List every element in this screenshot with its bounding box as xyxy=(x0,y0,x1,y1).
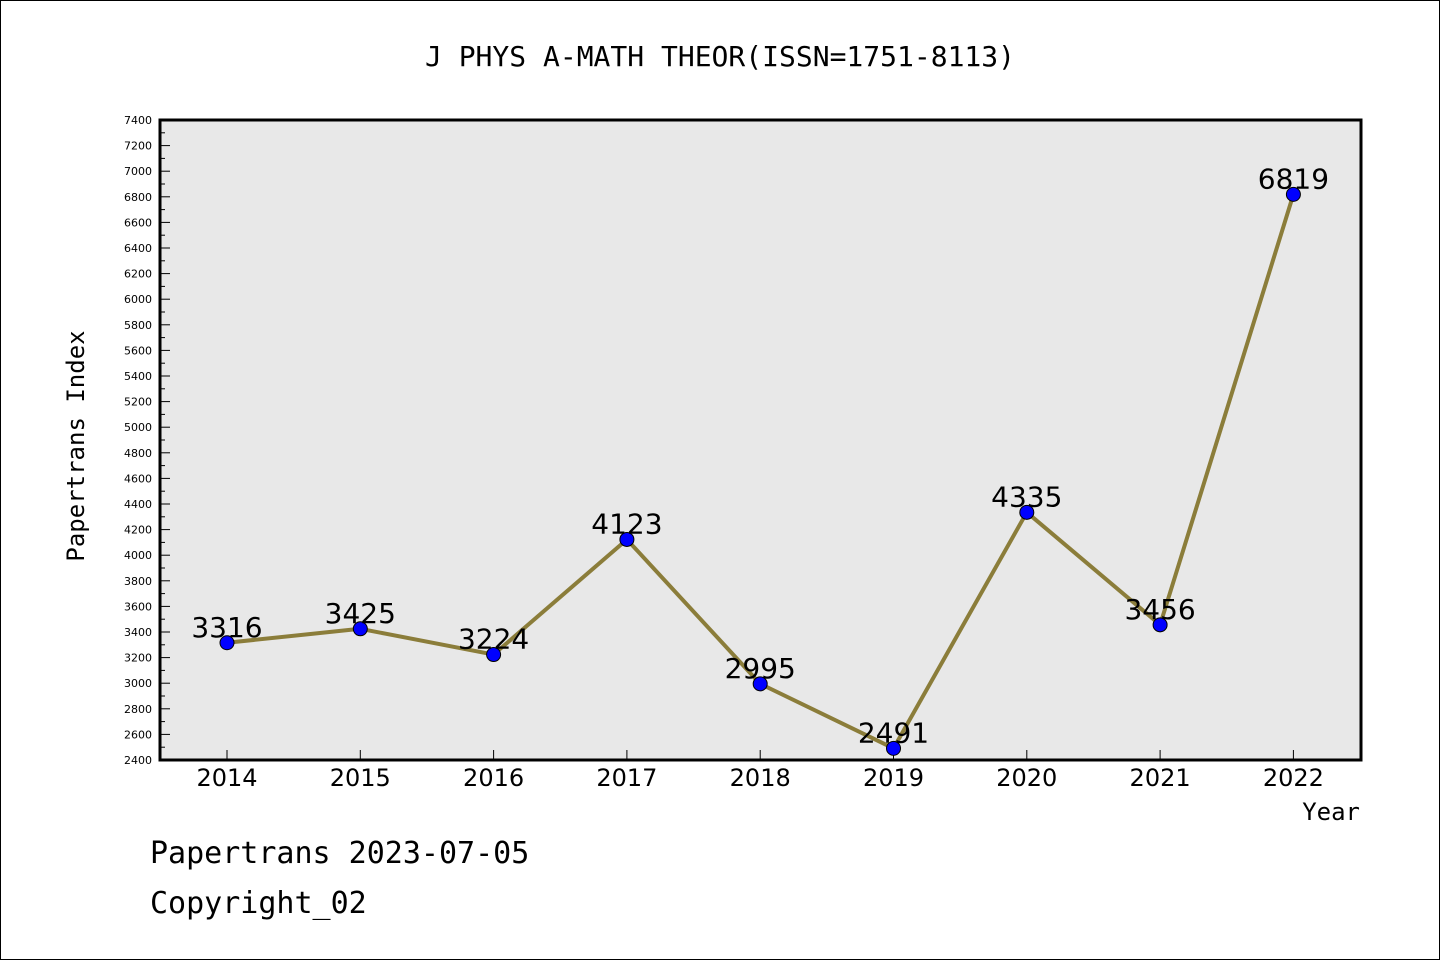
y-tick-label: 3400 xyxy=(124,626,152,639)
y-tick-label: 4800 xyxy=(124,447,152,460)
data-series: 3316 3425 3224 4123 2995 2491 4335 3456 6819 xyxy=(191,162,1329,756)
x-tick-label: 2021 xyxy=(1130,764,1191,792)
y-tick-label: 2400 xyxy=(124,754,152,767)
data-label: 2995 xyxy=(725,652,796,685)
y-tick-label: 4400 xyxy=(124,498,152,511)
x-tick-label: 2014 xyxy=(196,764,257,792)
data-point xyxy=(619,531,635,547)
x-tick-label: 2018 xyxy=(730,764,791,792)
data-point xyxy=(1019,504,1035,520)
y-tick-label: 5800 xyxy=(124,319,152,332)
x-tick-label: 2016 xyxy=(463,764,524,792)
y-tick-label: 3800 xyxy=(124,575,152,588)
chart-title: J PHYS A-MATH THEOR(ISSN=1751-8113) xyxy=(425,40,1015,73)
x-axis-title: Year xyxy=(1302,798,1360,826)
x-tick-label: 2020 xyxy=(996,764,1057,792)
y-tick-label: 7400 xyxy=(124,114,152,127)
footer-date-text: Papertrans 2023-07-05 xyxy=(150,836,530,871)
data-point xyxy=(352,621,368,637)
plot-border xyxy=(158,118,1363,762)
y-tick-label: 2600 xyxy=(124,728,152,741)
data-point xyxy=(886,740,901,756)
data-label: 3425 xyxy=(325,597,396,630)
y-tick-label: 5600 xyxy=(124,344,152,357)
y-tick-label: 5200 xyxy=(124,396,152,409)
footer-copyright-text: Copyright_02 xyxy=(150,886,367,921)
y-tick-label: 6800 xyxy=(124,191,152,204)
data-label: 2491 xyxy=(858,716,929,749)
y-tick-label: 2800 xyxy=(124,703,152,716)
y-tick-label: 3600 xyxy=(124,600,152,613)
data-label: 6819 xyxy=(1258,162,1329,195)
x-tick-label: 2015 xyxy=(330,764,391,792)
y-axis-title: Papertrans Index xyxy=(62,330,90,561)
y-tick-label: 3000 xyxy=(124,677,152,690)
x-tick-label: 2019 xyxy=(863,764,924,792)
y-tick-label: 3200 xyxy=(124,652,152,665)
y-axis-ticks: 2400 2600 2800 3000 3200 3400 3600 3800 4000 4200… xyxy=(124,114,170,767)
x-axis-ticks: 2014 2015 2016 2017 2018 2019 2020 2021 2022 xyxy=(196,750,1324,792)
y-tick-label: 6600 xyxy=(124,216,152,229)
x-tick-label: 2022 xyxy=(1263,764,1324,792)
y-tick-label: 5000 xyxy=(124,421,152,434)
data-label: 4123 xyxy=(591,507,662,540)
data-label: 3316 xyxy=(191,611,262,644)
y-tick-label: 4600 xyxy=(124,472,152,485)
data-point xyxy=(219,635,235,651)
y-tick-label: 6200 xyxy=(124,268,152,281)
y-tick-label: 7000 xyxy=(124,165,152,178)
y-tick-label: 6400 xyxy=(124,242,152,255)
y-tick-label: 6000 xyxy=(124,293,152,306)
y-tick-label: 4000 xyxy=(124,549,152,562)
x-tick-label: 2017 xyxy=(596,764,657,792)
data-label: 4335 xyxy=(991,480,1062,513)
data-label: 3224 xyxy=(458,623,529,656)
data-point xyxy=(752,676,768,692)
data-point xyxy=(1152,617,1168,633)
data-point xyxy=(486,647,502,663)
y-tick-label: 4200 xyxy=(124,524,152,537)
data-point xyxy=(1285,186,1301,202)
data-label: 3456 xyxy=(1124,593,1195,626)
plot-area xyxy=(160,120,1361,760)
y-tick-label: 7200 xyxy=(124,140,152,153)
y-tick-label: 5400 xyxy=(124,370,152,383)
